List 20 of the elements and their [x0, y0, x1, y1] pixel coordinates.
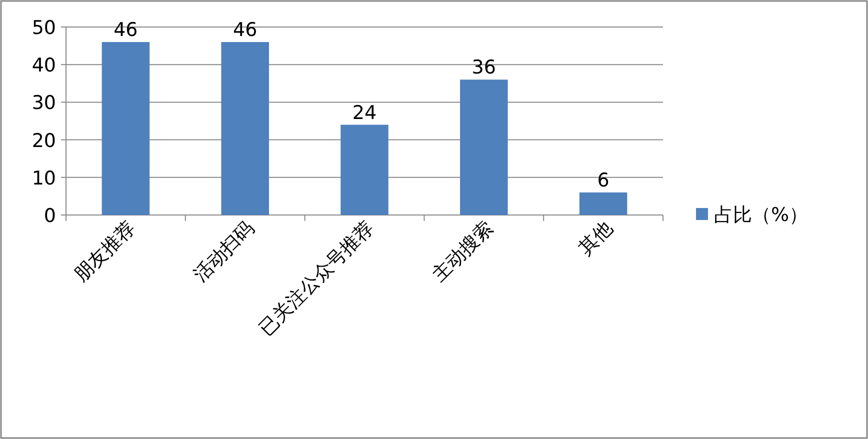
x-tick-label: 其他 — [574, 216, 617, 260]
y-tick-label: 50 — [32, 17, 56, 39]
y-tick-label: 0 — [44, 205, 56, 227]
y-tick-label: 30 — [32, 92, 56, 114]
bar — [102, 42, 150, 215]
data-label: 6 — [597, 169, 610, 192]
bar — [221, 42, 269, 215]
x-tick-label: 朋友推荐 — [70, 216, 140, 286]
data-label: 46 — [114, 19, 138, 42]
data-label: 46 — [233, 19, 258, 42]
legend-label: 占比（%） — [714, 204, 808, 226]
data-label: 24 — [352, 102, 377, 124]
bar — [340, 124, 388, 215]
bar — [579, 192, 628, 215]
data-label: 36 — [472, 56, 496, 79]
x-tick-label: 主动搜索 — [428, 216, 498, 286]
y-tick-label: 40 — [32, 54, 56, 77]
bar — [460, 80, 508, 215]
y-tick-label: 10 — [32, 167, 56, 190]
y-tick-label: 20 — [32, 130, 56, 152]
